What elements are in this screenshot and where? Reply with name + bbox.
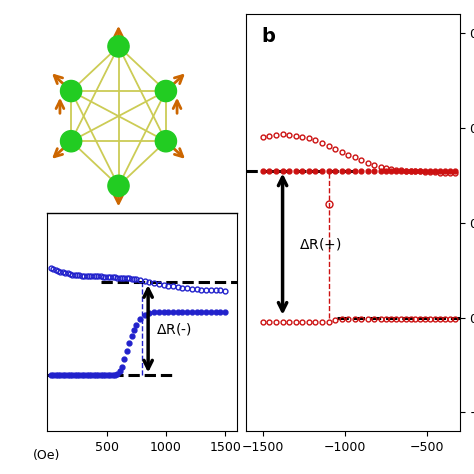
Circle shape [61, 131, 82, 152]
Circle shape [108, 175, 129, 196]
Text: $\Delta$R(-): $\Delta$R(-) [156, 321, 192, 337]
Circle shape [61, 81, 82, 101]
Text: (Oe): (Oe) [33, 449, 61, 462]
Circle shape [155, 81, 176, 101]
Circle shape [108, 36, 129, 57]
Circle shape [155, 131, 176, 152]
Text: b: b [262, 27, 275, 46]
Text: $\Delta$R(+): $\Delta$R(+) [299, 236, 341, 252]
